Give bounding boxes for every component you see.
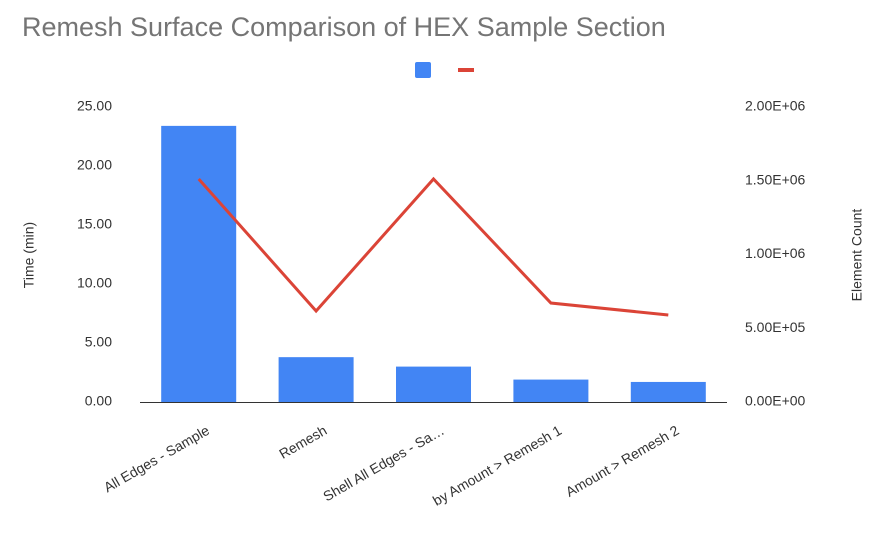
y-tick-label: 5.00 <box>85 334 112 350</box>
x-tick-label: All Edges - Sample <box>101 422 212 495</box>
y-tick-label: 25.00 <box>77 98 112 114</box>
y-axis-title: Time (min) <box>21 222 37 288</box>
y-tick-label: 15.00 <box>77 216 112 232</box>
x-tick-label: by Amount > Remesh 1 <box>430 422 565 509</box>
x-tick-label: Amount > Remesh 2 <box>563 422 682 500</box>
x-tick-label: Shell All Edges - Sa… <box>320 422 447 504</box>
y2-tick-label: 5.00E+05 <box>745 319 806 335</box>
bar <box>630 381 706 402</box>
x-tick-label: Remesh <box>276 422 329 462</box>
y-tick-label: 0.00 <box>85 393 112 409</box>
bar <box>161 125 237 402</box>
y2-tick-label: 1.50E+06 <box>745 171 806 187</box>
legend-swatch <box>415 62 431 78</box>
y2-tick-label: 2.00E+06 <box>745 98 806 114</box>
y2-tick-label: 1.00E+06 <box>745 245 806 261</box>
legend-swatch <box>458 68 474 72</box>
y-tick-label: 20.00 <box>77 157 112 173</box>
y2-axis-title: Element Count <box>849 209 865 302</box>
bar <box>513 379 589 402</box>
y-tick-label: 10.00 <box>77 275 112 291</box>
y2-tick-label: 0.00E+00 <box>745 393 806 409</box>
bar <box>278 357 354 402</box>
line <box>197 176 669 317</box>
chart-title: Remesh Surface Comparison of HEX Sample … <box>22 12 666 42</box>
bar <box>396 366 471 402</box>
